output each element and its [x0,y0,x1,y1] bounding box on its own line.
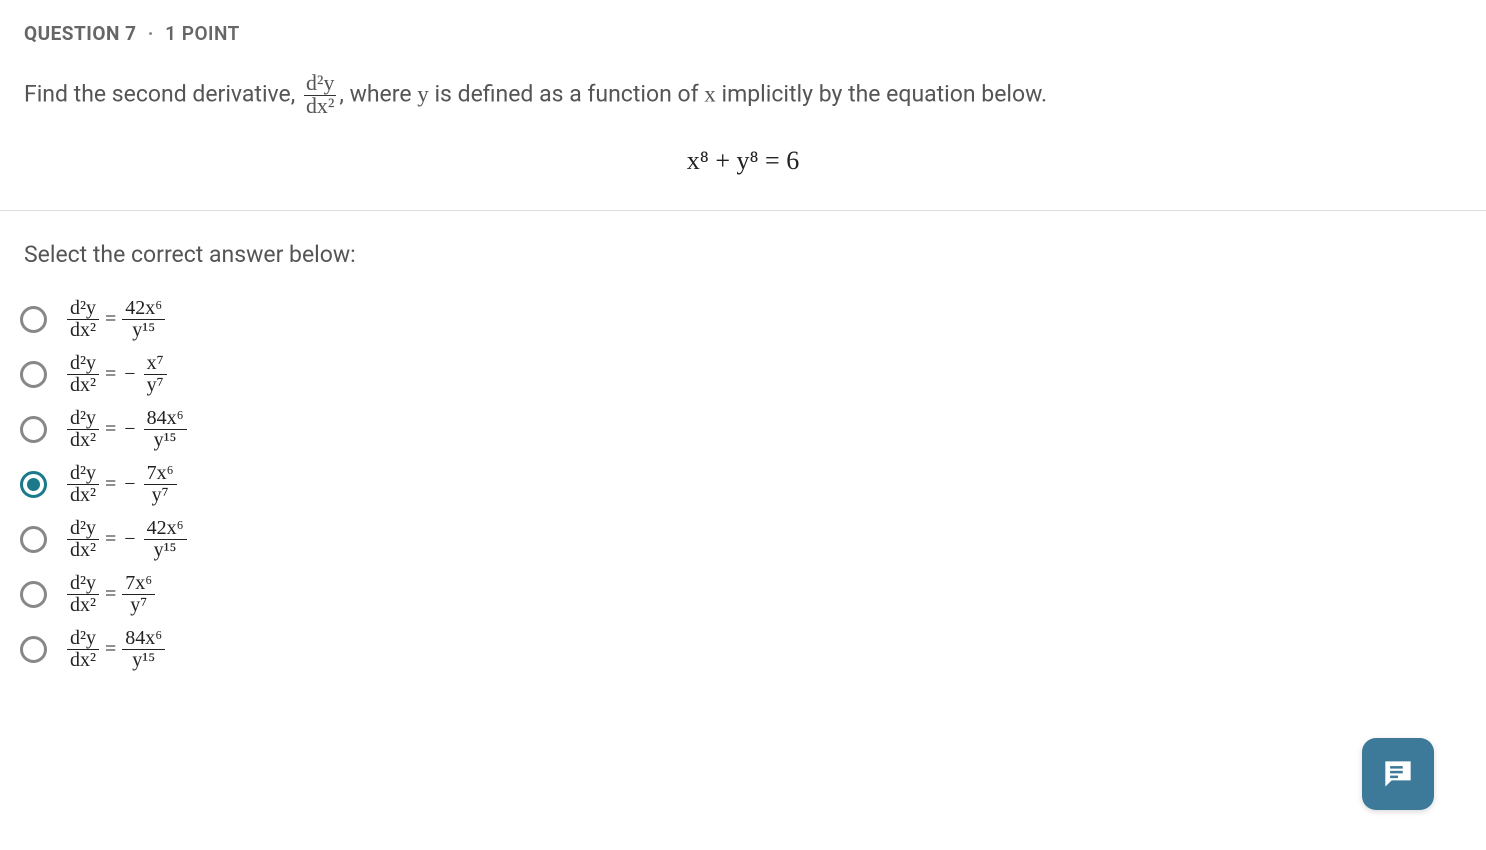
answer-options: d²ydx²=42x⁶y¹⁵d²ydx²=−x⁷y⁷d²ydx²=−84x⁶y¹… [0,286,1486,677]
rhs-den: y⁷ [144,375,167,396]
rhs-den: y⁷ [127,595,150,616]
equals-sign: = [105,363,116,386]
var-y: y [417,81,429,106]
answer-option-f[interactable]: d²ydx² = 7x⁶y⁷ [20,567,1486,622]
lhs-den: dx² [67,540,99,561]
option-math-e: d²ydx² =−42x⁶y¹⁵ [67,518,187,561]
rhs-den: y¹⁵ [129,650,158,671]
answer-option-g[interactable]: d²ydx² = 84x⁶y¹⁵ [20,622,1486,677]
question-points: 1 POINT [165,22,240,45]
rhs-num: x⁷ [144,353,167,375]
chat-button[interactable] [1362,738,1434,810]
radio-c[interactable] [20,416,47,443]
negative-sign: − [124,528,135,551]
option-math-b: d²ydx² =−x⁷y⁷ [67,353,167,396]
lhs-fraction: d²ydx² [67,518,99,561]
chat-icon [1379,755,1417,793]
radio-e[interactable] [20,526,47,553]
radio-d[interactable] [20,471,47,498]
rhs-fraction: 7x⁶y⁷ [122,573,155,616]
option-math-c: d²ydx² =−84x⁶y¹⁵ [67,408,187,451]
var-x: x [704,81,716,106]
rhs-fraction: x⁷y⁷ [144,353,167,396]
question-number: QUESTION 7 [24,22,136,45]
question-prompt: Find the second derivative, d²y dx² , wh… [0,45,1486,118]
second-derivative-symbol: d²y dx² [304,73,336,118]
lhs-num: d²y [67,518,99,540]
equals-sign: = [105,308,116,331]
radio-f[interactable] [20,581,47,608]
option-math-g: d²ydx² = 84x⁶y¹⁵ [67,628,165,671]
rhs-num: 84x⁶ [122,628,165,650]
equals-sign: = [105,528,116,551]
rhs-num: 7x⁶ [144,463,177,485]
equals-sign: = [105,583,116,606]
radio-b[interactable] [20,361,47,388]
lhs-fraction: d²ydx² [67,573,99,616]
radio-a[interactable] [20,306,47,333]
lhs-den: dx² [67,485,99,506]
lhs-den: dx² [67,595,99,616]
lhs-num: d²y [67,408,99,430]
negative-sign: − [124,473,135,496]
rhs-fraction: 84x⁶y¹⁵ [144,408,187,451]
implicit-equation: x⁸ + y⁸ = 6 [0,118,1486,210]
lhs-fraction: d²ydx² [67,298,99,341]
equals-sign: = [105,638,116,661]
lhs-den: dx² [67,375,99,396]
lhs-fraction: d²ydx² [67,628,99,671]
lhs-den: dx² [67,430,99,451]
lhs-num: d²y [67,353,99,375]
equals-sign: = [105,473,116,496]
option-math-a: d²ydx² = 42x⁶y¹⁵ [67,298,165,341]
lhs-fraction: d²ydx² [67,353,99,396]
option-math-d: d²ydx² =−7x⁶y⁷ [67,463,177,506]
radio-g[interactable] [20,636,47,663]
answer-option-c[interactable]: d²ydx² =−84x⁶y¹⁵ [20,402,1486,457]
rhs-num: 42x⁶ [122,298,165,320]
rhs-fraction: 7x⁶y⁷ [144,463,177,506]
lhs-fraction: d²ydx² [67,463,99,506]
rhs-fraction: 42x⁶y¹⁵ [122,298,165,341]
negative-sign: − [124,363,135,386]
negative-sign: − [124,418,135,441]
lhs-den: dx² [67,650,99,671]
lhs-den: dx² [67,320,99,341]
rhs-den: y¹⁵ [151,430,180,451]
rhs-fraction: 84x⁶y¹⁵ [122,628,165,671]
header-divider: · [148,22,154,45]
answer-option-b[interactable]: d²ydx² =−x⁷y⁷ [20,347,1486,402]
rhs-den: y⁷ [149,485,172,506]
option-math-f: d²ydx² = 7x⁶y⁷ [67,573,155,616]
select-instruction: Select the correct answer below: [0,211,1486,286]
equals-sign: = [105,418,116,441]
prompt-mid2: is defined as a function of [429,80,705,107]
rhs-fraction: 42x⁶y¹⁵ [144,518,187,561]
lhs-fraction: d²ydx² [67,408,99,451]
lhs-num: d²y [67,573,99,595]
answer-option-a[interactable]: d²ydx² = 42x⁶y¹⁵ [20,292,1486,347]
rhs-den: y¹⁵ [151,540,180,561]
lhs-num: d²y [67,463,99,485]
question-header: QUESTION 7 · 1 POINT [0,0,1486,45]
lhs-num: d²y [67,298,99,320]
rhs-num: 84x⁶ [144,408,187,430]
answer-option-d[interactable]: d²ydx² =−7x⁶y⁷ [20,457,1486,512]
answer-option-e[interactable]: d²ydx² =−42x⁶y¹⁵ [20,512,1486,567]
rhs-num: 7x⁶ [122,573,155,595]
rhs-den: y¹⁵ [129,320,158,341]
prompt-suffix: implicitly by the equation below. [716,80,1047,107]
prompt-prefix: Find the second derivative, [24,80,301,107]
prompt-mid: , where [339,80,417,107]
lhs-num: d²y [67,628,99,650]
rhs-num: 42x⁶ [144,518,187,540]
